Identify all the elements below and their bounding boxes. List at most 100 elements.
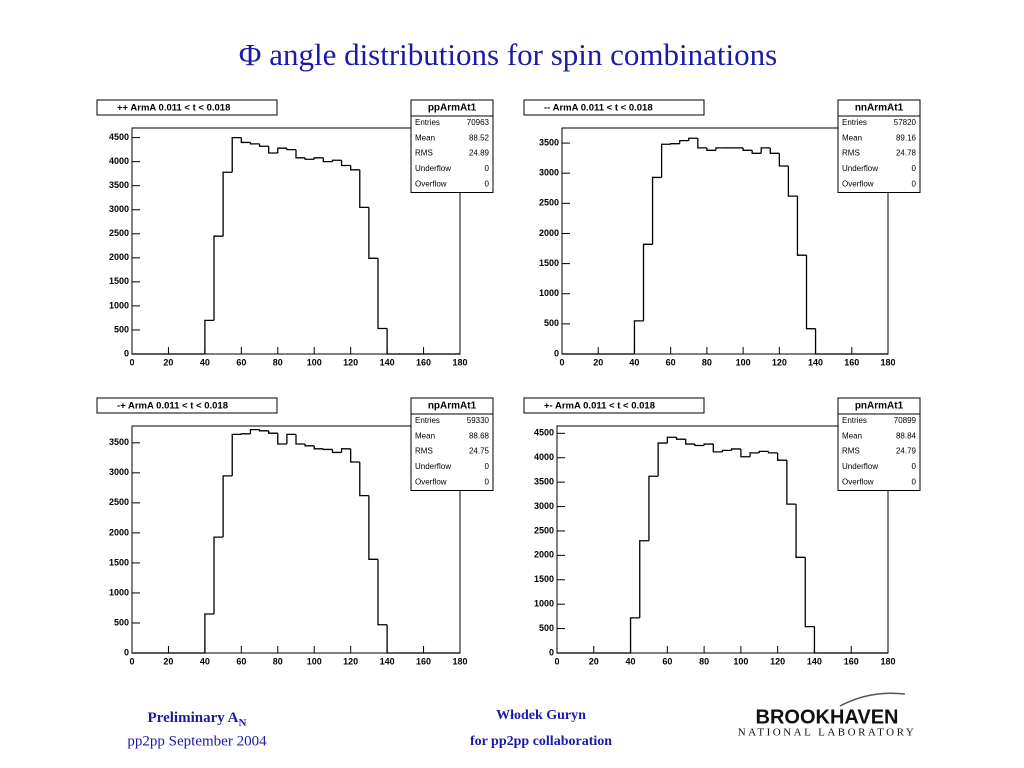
y-tick-label: 2500: [534, 525, 554, 535]
stats-label: Underflow: [415, 164, 451, 173]
x-tick-label: 20: [593, 357, 603, 367]
histogram-bin: [679, 140, 689, 144]
hist-title: ++ ArmA 0.011 < t < 0.018: [117, 103, 230, 114]
histogram-bin: [240, 137, 251, 144]
y-tick-label: 3000: [109, 467, 129, 477]
histogram-bin: [359, 462, 369, 497]
x-tick-label: 80: [702, 357, 712, 367]
footer-left-2: pp2pp September 2004: [127, 733, 267, 749]
histogram-bin: [715, 147, 725, 151]
y-tick-label: 500: [544, 318, 559, 328]
histogram-bin: [377, 559, 388, 626]
histogram-bin: [231, 433, 242, 476]
stats-label: Overflow: [842, 477, 874, 486]
y-tick-label: 2500: [109, 497, 129, 507]
histogram-bin: [706, 147, 716, 151]
y-tick-label: 1000: [109, 300, 129, 310]
histogram-bin: [386, 328, 397, 355]
histogram-bin: [359, 169, 369, 208]
stats-label: Entries: [415, 118, 440, 127]
x-tick-label: 180: [880, 357, 895, 367]
y-tick-label: 4000: [109, 156, 129, 166]
histogram-bin: [222, 475, 233, 538]
hist-title: -- ArmA 0.011 < t < 0.018: [544, 103, 653, 114]
y-tick-label: 2000: [109, 252, 129, 262]
histogram-bin: [258, 429, 269, 432]
stats-value: 24.79: [896, 447, 917, 456]
x-tick-label: 100: [307, 357, 322, 367]
x-tick-label: 40: [626, 656, 636, 666]
stats-box: [410, 397, 494, 491]
stats-name: nnArmAt1: [855, 103, 904, 114]
x-tick-label: 120: [772, 357, 787, 367]
stats-value: 0: [912, 477, 917, 486]
histogram-bin: [657, 442, 668, 477]
stats-value: 88.68: [469, 431, 490, 440]
histogram-bin: [758, 450, 769, 453]
histogram-bin: [386, 624, 397, 654]
histogram-bin: [712, 444, 723, 453]
stats-value: 88.52: [469, 133, 490, 142]
stats-label: Underflow: [415, 462, 451, 471]
histogram-bin: [813, 626, 824, 654]
plot-frame: [556, 425, 889, 654]
y-tick-label: 3500: [109, 180, 129, 190]
histogram-bin: [629, 617, 640, 653]
y-tick-label: 1500: [109, 276, 129, 286]
stats-label: Entries: [842, 416, 867, 425]
x-tick-label: 160: [416, 656, 431, 666]
y-tick-label: 1000: [109, 587, 129, 597]
x-tick-label: 0: [554, 656, 559, 666]
stats-value: 0: [912, 179, 917, 188]
plot-frame: [561, 127, 889, 355]
y-tick-label: 2500: [109, 228, 129, 238]
histogram-bin: [786, 460, 797, 505]
histogram-bin: [204, 319, 214, 354]
y-tick-label: 3000: [534, 501, 554, 511]
x-tick-label: 80: [273, 357, 283, 367]
footer-left-sub: N: [239, 717, 247, 729]
y-tick-label: 3000: [109, 204, 129, 214]
stats-label: Underflow: [842, 462, 878, 471]
x-tick-label: 0: [129, 357, 134, 367]
x-tick-label: 160: [416, 357, 431, 367]
stats-box: [837, 99, 921, 193]
stats-label: RMS: [415, 149, 433, 158]
x-tick-label: 120: [343, 357, 358, 367]
histogram-bin: [231, 136, 242, 173]
histogram-bin: [651, 176, 662, 245]
histogram-bin: [213, 235, 224, 321]
histogram-bin: [277, 433, 287, 445]
stats-value: 0: [912, 164, 917, 173]
y-tick-label: 1500: [539, 258, 559, 268]
histogram-bin: [286, 433, 296, 445]
histogram-bin: [660, 143, 671, 178]
y-tick-label: 1000: [534, 599, 554, 609]
x-tick-label: 180: [452, 357, 467, 367]
y-tick-label: 3000: [539, 168, 559, 178]
x-tick-label: 40: [200, 656, 210, 666]
histogram-bin: [777, 452, 787, 461]
y-tick-label: 0: [554, 348, 559, 358]
slide-title: Φ angle distributions for spin combinati…: [239, 37, 777, 72]
y-tick-label: 2000: [539, 228, 559, 238]
histogram-bin: [368, 207, 378, 259]
histogram-bin: [350, 165, 360, 171]
histogram-bin: [286, 148, 296, 151]
stats-label: RMS: [415, 447, 433, 456]
histogram-bin: [222, 171, 233, 237]
histogram-bin: [240, 433, 251, 435]
stats-name: pnArmAt1: [855, 401, 904, 412]
x-tick-label: 100: [307, 656, 322, 666]
y-tick-label: 3500: [109, 437, 129, 447]
stats-value: 89.16: [896, 133, 917, 142]
histogram-bin: [340, 160, 351, 167]
histogram-bin: [751, 150, 762, 154]
stats-value: 88.84: [896, 431, 917, 440]
histogram-bin: [675, 437, 686, 440]
stats-label: RMS: [842, 149, 860, 158]
histogram-bin: [787, 165, 798, 197]
histogram-bin: [804, 557, 815, 628]
stats-label: Mean: [842, 133, 862, 142]
